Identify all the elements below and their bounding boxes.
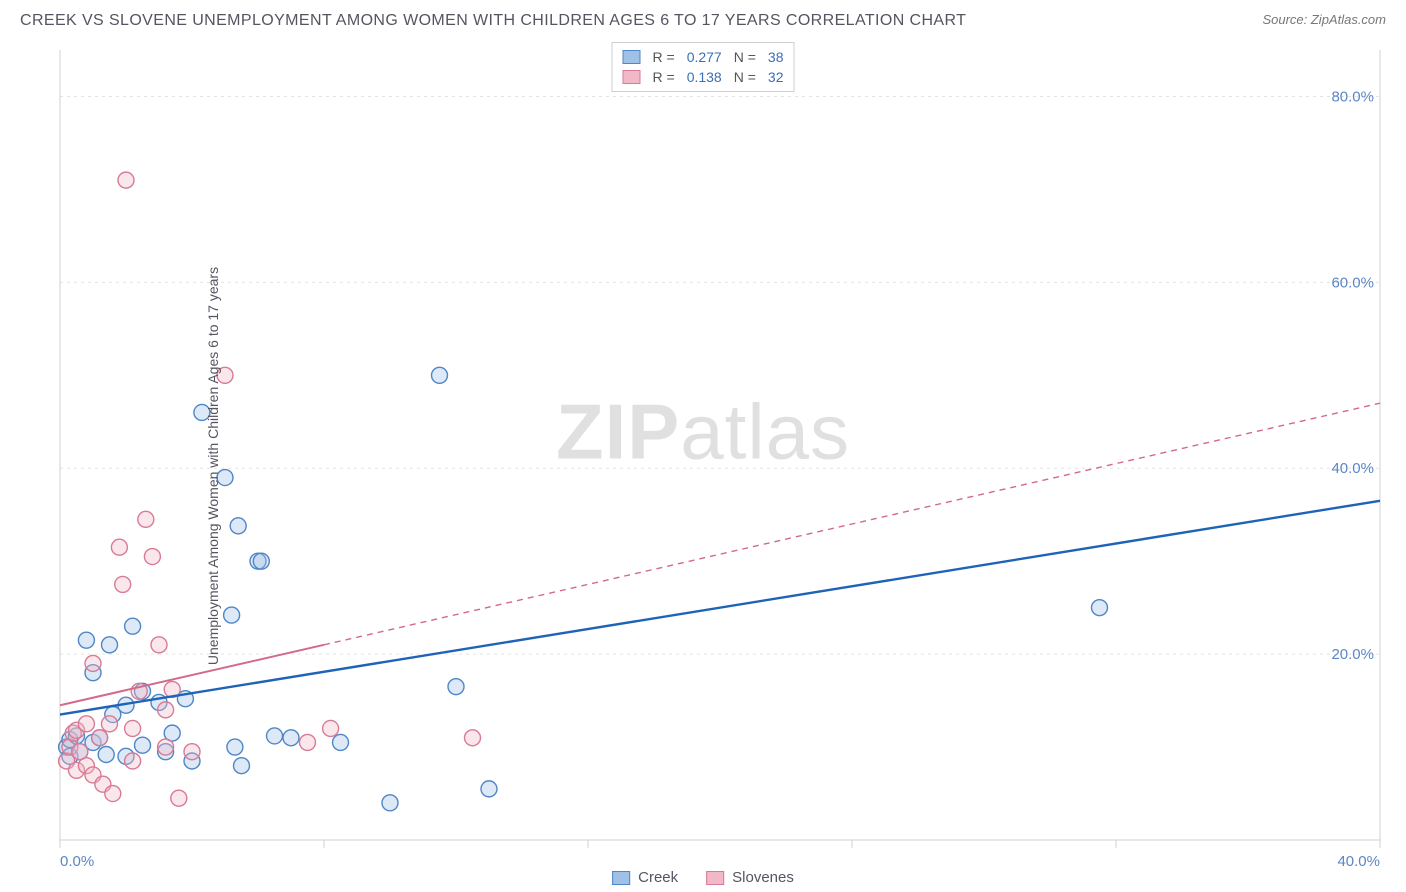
- header-bar: CREEK VS SLOVENE UNEMPLOYMENT AMONG WOME…: [0, 0, 1406, 38]
- svg-text:80.0%: 80.0%: [1331, 88, 1374, 105]
- legend-label-creek: Creek: [638, 869, 678, 886]
- swatch-slovenes: [623, 70, 641, 84]
- source-prefix: Source:: [1262, 12, 1310, 27]
- swatch-creek: [623, 50, 641, 64]
- chart-container: Unemployment Among Women with Children A…: [0, 40, 1406, 892]
- legend-item-creek: Creek: [612, 869, 678, 886]
- swatch-slovenes: [706, 871, 724, 885]
- source-link[interactable]: ZipAtlas.com: [1311, 12, 1386, 27]
- swatch-creek: [612, 871, 630, 885]
- legend-n-label: N =: [734, 69, 756, 85]
- series-legend: Creek Slovenes: [612, 869, 794, 886]
- legend-item-slovenes: Slovenes: [706, 869, 794, 886]
- legend-r-value-slovenes: 0.138: [687, 69, 722, 85]
- legend-r-value-creek: 0.277: [687, 49, 722, 65]
- legend-row-creek: R = 0.277 N = 38: [623, 47, 784, 67]
- legend-row-slovenes: R = 0.138 N = 32: [623, 67, 784, 87]
- svg-text:40.0%: 40.0%: [1331, 460, 1374, 477]
- legend-label-slovenes: Slovenes: [732, 869, 794, 886]
- legend-r-label: R =: [653, 49, 675, 65]
- svg-text:60.0%: 60.0%: [1331, 274, 1374, 291]
- svg-text:20.0%: 20.0%: [1331, 646, 1374, 663]
- svg-text:40.0%: 40.0%: [1337, 853, 1380, 870]
- legend-r-label: R =: [653, 69, 675, 85]
- legend-n-value-slovenes: 32: [768, 69, 784, 85]
- chart-title: CREEK VS SLOVENE UNEMPLOYMENT AMONG WOME…: [20, 12, 966, 30]
- legend-n-label: N =: [734, 49, 756, 65]
- svg-text:0.0%: 0.0%: [60, 853, 94, 870]
- legend-n-value-creek: 38: [768, 49, 784, 65]
- y-axis-label: Unemployment Among Women with Children A…: [205, 267, 221, 665]
- correlation-legend: R = 0.277 N = 38 R = 0.138 N = 32: [612, 42, 795, 92]
- source-attribution: Source: ZipAtlas.com: [1262, 12, 1386, 27]
